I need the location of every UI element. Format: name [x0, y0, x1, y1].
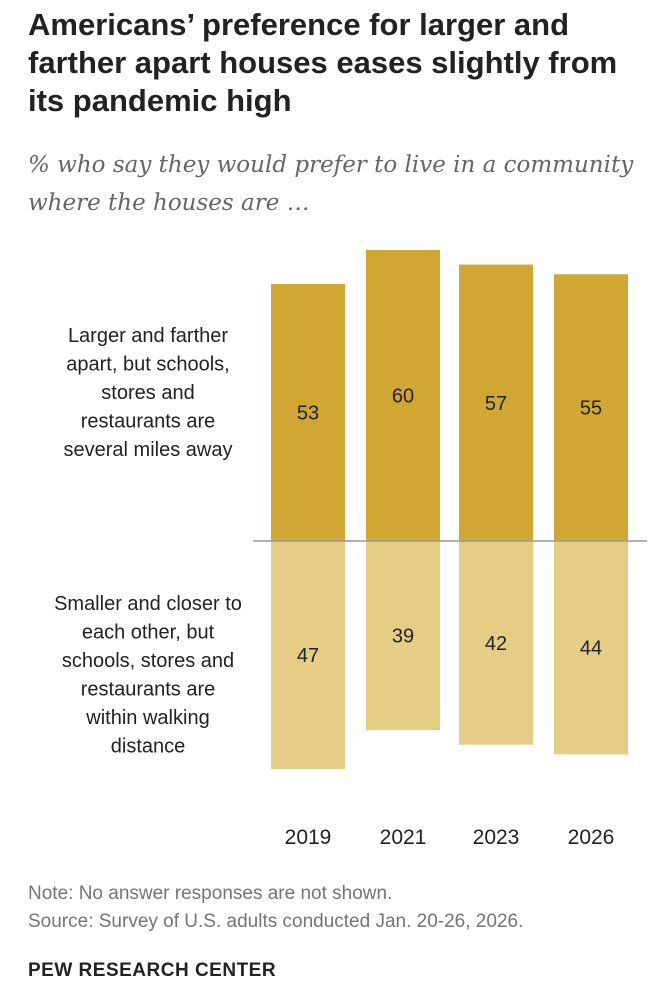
value-label-larger-2023: 57	[485, 393, 507, 415]
source-text: Source: Survey of U.S. adults conducted …	[28, 911, 524, 932]
x-tick-label-2026: 2026	[568, 826, 615, 849]
chart-subtitle: % who say they would prefer to live in a…	[28, 152, 634, 216]
value-label-larger-2021: 60	[392, 386, 414, 408]
value-label-larger-2026: 55	[580, 398, 602, 420]
bar-smaller-2019	[271, 541, 345, 769]
note-text: Note: No answer responses are not shown.	[28, 883, 393, 904]
bar-smaller-2021	[366, 541, 440, 731]
value-label-smaller-2021: 39	[392, 626, 414, 648]
bar-larger-2019	[271, 283, 345, 541]
bar-smaller-2026	[554, 541, 628, 755]
value-label-smaller-2026: 44	[580, 638, 602, 660]
value-label-larger-2019: 53	[297, 402, 319, 424]
chart-notes: Note: No answer responses are not shown.…	[28, 880, 658, 936]
brand-logo-text: PEW RESEARCH CENTER	[28, 960, 277, 981]
x-tick-label-2023: 2023	[473, 826, 520, 849]
chart-title: Americans’ preference for larger and far…	[28, 7, 618, 118]
x-tick-label-2021: 2021	[380, 826, 427, 849]
x-tick-label-2019: 2019	[285, 826, 332, 849]
bar-larger-2021	[366, 250, 440, 541]
legend-label-smaller: Smaller and closer to each other, but scho…	[54, 593, 242, 758]
bar-smaller-2023	[459, 541, 533, 745]
bar-larger-2023	[459, 264, 533, 541]
value-label-smaller-2019: 47	[297, 645, 319, 667]
bar-chart: 53 47 2019 60 39 2021 57 42 2023 55 44 2026 Larger a…	[54, 250, 647, 849]
bar-larger-2026	[554, 274, 628, 541]
value-label-smaller-2023: 42	[485, 633, 507, 655]
legend-label-larger: Larger and farther apart, but schools, sto…	[64, 325, 233, 461]
